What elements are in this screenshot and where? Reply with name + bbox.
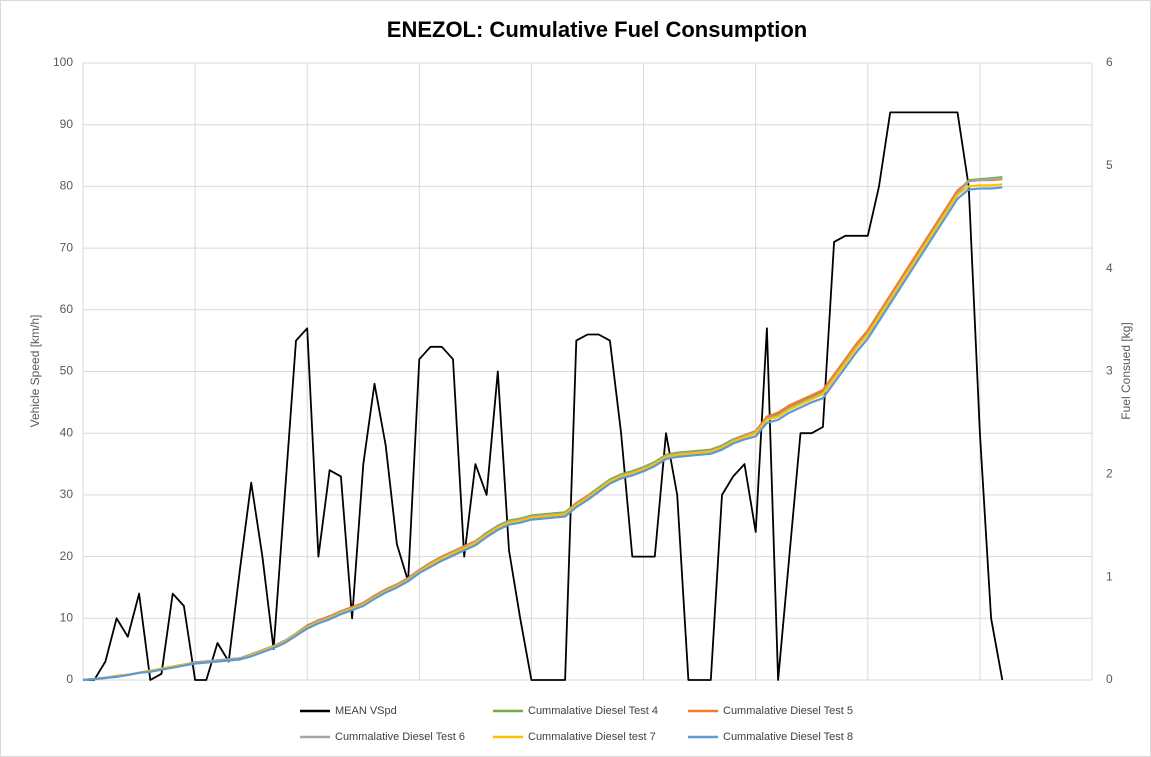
legend-label: Cummalative Diesel Test 8 bbox=[723, 731, 853, 743]
chart-title: ENEZOL: Cumulative Fuel Consumption bbox=[387, 17, 807, 42]
y2-tick-label: 4 bbox=[1106, 261, 1113, 275]
y-tick-label: 90 bbox=[60, 117, 74, 131]
series-line bbox=[82, 186, 1003, 682]
y-tick-label: 50 bbox=[60, 364, 74, 378]
legend-label: Cummalative Diesel Test 5 bbox=[723, 705, 853, 717]
y2-tick-label: 0 bbox=[1106, 672, 1113, 686]
legend-label: Cummalative Diesel test 7 bbox=[528, 731, 656, 743]
y-tick-label: 10 bbox=[60, 610, 74, 624]
y-tick-label: 80 bbox=[60, 179, 74, 193]
legend-label: Cummalative Diesel Test 6 bbox=[335, 731, 465, 743]
y-tick-label: 100 bbox=[53, 55, 73, 69]
y2-tick-label: 1 bbox=[1106, 569, 1113, 583]
y2-tick-label: 6 bbox=[1106, 55, 1113, 69]
legend-label: MEAN VSpd bbox=[335, 705, 397, 717]
legend: MEAN VSpd Cummalative Diesel Test 4 Cummal… bbox=[300, 705, 853, 743]
y-tick-label: 30 bbox=[60, 487, 74, 501]
y-tick-label: 60 bbox=[60, 302, 74, 316]
series-line bbox=[83, 111, 1004, 681]
y-tick-label: 40 bbox=[60, 425, 74, 439]
y2-axis-label: Fuel Consued [kg] bbox=[1119, 322, 1133, 419]
legend-label: Cummalative Diesel Test 4 bbox=[528, 705, 658, 717]
y-tick-label: 20 bbox=[60, 549, 74, 563]
y2-tick-label: 2 bbox=[1106, 467, 1113, 481]
y2-tick-label: 3 bbox=[1106, 364, 1113, 378]
y2-tick-label: 5 bbox=[1106, 158, 1113, 172]
y-tick-label: 70 bbox=[60, 240, 74, 254]
y-axis-label: Vehicle Speed [km/h] bbox=[28, 315, 42, 428]
y-tick-label: 0 bbox=[66, 672, 73, 686]
